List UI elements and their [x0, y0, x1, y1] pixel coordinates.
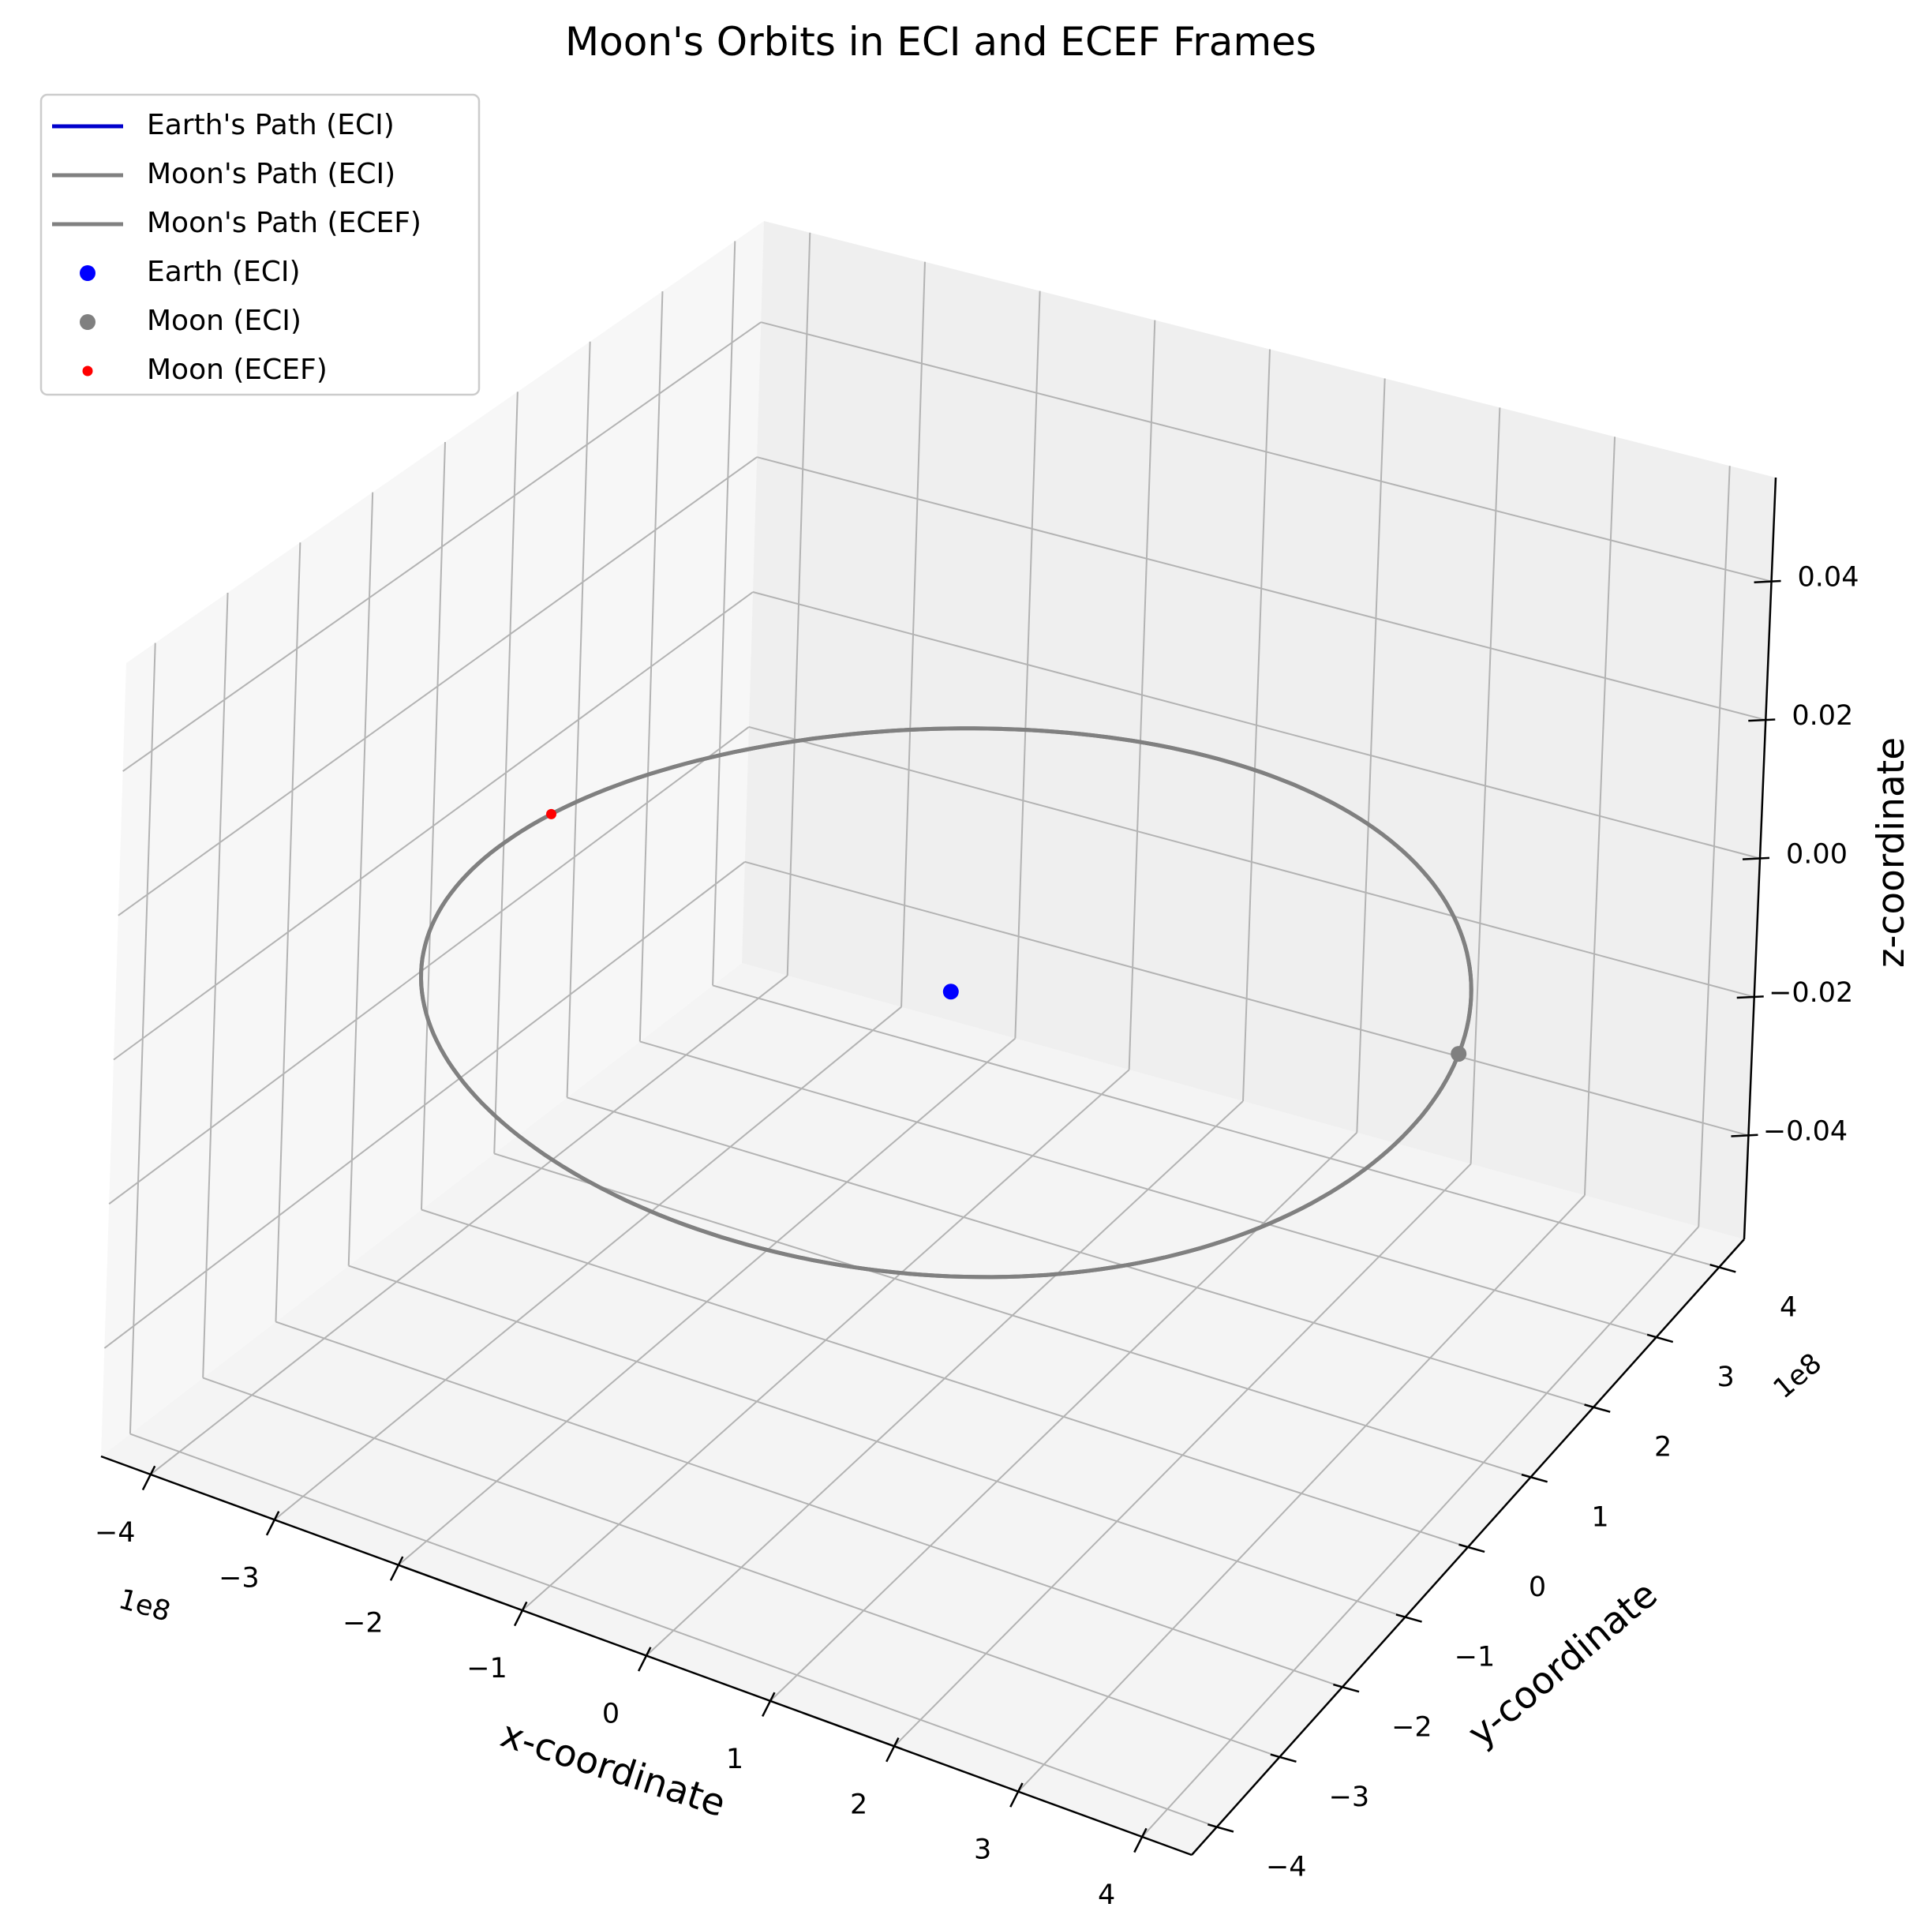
y-tick-label: 3 — [1717, 1362, 1734, 1393]
x-tick-label: 4 — [1098, 1879, 1115, 1911]
z-tick-label: −0.04 — [1763, 1115, 1848, 1147]
z-tick — [1731, 1133, 1758, 1137]
x-tick — [141, 1465, 156, 1491]
z-tick — [1754, 579, 1781, 583]
grid-z-back — [748, 725, 1754, 998]
series-point — [1451, 1046, 1467, 1062]
x-tick-label: 3 — [974, 1834, 991, 1866]
x-tick — [265, 1511, 280, 1536]
grid-z-left — [103, 861, 746, 1349]
grid-y-floor — [493, 1152, 1531, 1478]
series-line — [418, 726, 1473, 1280]
y-tick — [1646, 1333, 1674, 1343]
y-tick — [1333, 1683, 1360, 1693]
legend-frame — [39, 93, 481, 396]
y-tick — [1709, 1264, 1736, 1273]
y-tick — [1207, 1823, 1234, 1833]
grid-z-left — [118, 456, 758, 916]
legend-label: Moon (ECEF) — [147, 354, 328, 386]
legend-marker-swatch — [80, 265, 95, 281]
y-tick — [1458, 1543, 1485, 1553]
grid-lines — [103, 232, 1772, 1838]
y-tick-label: −3 — [1329, 1782, 1370, 1813]
grid-z-back — [752, 591, 1761, 860]
legend-label: Earth's Path (ECI) — [147, 109, 395, 141]
grid-z-left — [122, 321, 762, 772]
legend-marker-swatch — [80, 314, 95, 330]
z-tick-label: 0.02 — [1792, 700, 1853, 732]
x-tick-label: 0 — [602, 1699, 620, 1730]
grid-y-floor — [275, 1321, 1343, 1688]
z-tick-label: −0.02 — [1769, 977, 1853, 1009]
x-tick-label: −2 — [343, 1608, 384, 1639]
z-axis-label: z-coordinate — [1870, 737, 1913, 968]
y-tick-label: 0 — [1529, 1572, 1546, 1603]
y-tick — [1395, 1613, 1422, 1623]
legend-item: Earth (ECI) — [80, 256, 301, 288]
legend-label: Moon's Path (ECI) — [147, 158, 395, 190]
x-tick-label: −4 — [95, 1517, 136, 1549]
chart-title: Moon's Orbits in ECI and ECEF Frames — [565, 19, 1316, 65]
z-tick — [1736, 995, 1764, 999]
grid-y-floor — [421, 1208, 1469, 1548]
grid-y-floor — [348, 1265, 1406, 1618]
legend-label: Earth (ECI) — [147, 256, 301, 288]
legend-item: Earth's Path (ECI) — [52, 109, 395, 141]
x-tick-label: −3 — [219, 1562, 260, 1594]
grid-z-left — [113, 591, 754, 1061]
data-series — [418, 726, 1473, 1280]
z-tick — [1748, 718, 1776, 722]
y-tick-label: 1 — [1591, 1501, 1608, 1533]
z-tick-label: 0.00 — [1786, 839, 1848, 871]
legend-item: Moon's Path (ECEF) — [52, 207, 421, 239]
x-tick — [762, 1692, 776, 1718]
x-tick-label: 1 — [726, 1744, 743, 1775]
grid-y-floor — [712, 984, 1720, 1268]
y-tick — [1270, 1753, 1297, 1763]
grid-z-left — [108, 726, 750, 1205]
grid-y-floor — [129, 1433, 1218, 1828]
grid-z-back — [760, 321, 1772, 583]
series-point — [546, 808, 556, 819]
tick-marks — [141, 579, 1781, 1853]
x-tick — [1133, 1827, 1148, 1853]
z-tick — [1742, 856, 1770, 860]
legend-item: Moon (ECEF) — [82, 354, 328, 386]
x-tick — [886, 1737, 900, 1763]
grid-z-back — [744, 860, 1749, 1137]
grid-y-floor — [202, 1377, 1280, 1758]
x-tick-label: −1 — [466, 1653, 507, 1684]
y-tick-label: −2 — [1391, 1711, 1432, 1743]
y-offset-text: 1e8 — [1768, 1347, 1828, 1405]
y-tick-label: −1 — [1455, 1642, 1496, 1673]
floor-pane — [101, 963, 1744, 1855]
grid-y-floor — [639, 1040, 1657, 1339]
legend-item: Moon's Path (ECI) — [52, 158, 395, 190]
legend: Earth's Path (ECI) Moon's Path (ECI) Moon'… — [39, 93, 481, 396]
x-tick — [389, 1556, 404, 1581]
z-tick-label: 0.04 — [1798, 562, 1859, 594]
x-tick — [1009, 1782, 1024, 1808]
y-tick-label: 2 — [1654, 1432, 1672, 1463]
tick-labels: −4 −3 −2 −1 0 1 2 3 4 −4 −3 −2 −1 0 1 2 3 4 −0.04 −0.02 0.00… — [95, 562, 1859, 1911]
grid-y-floor — [567, 1096, 1594, 1408]
x-tick — [637, 1647, 652, 1672]
y-tick — [1521, 1473, 1548, 1483]
legend-marker-swatch — [82, 365, 93, 377]
back-wall-pane — [742, 221, 1776, 1239]
x-offset-text: 1e8 — [115, 1583, 174, 1628]
axis-panes — [101, 221, 1776, 1855]
legend-label: Moon (ECI) — [147, 305, 301, 337]
y-tick-label: 4 — [1780, 1292, 1797, 1324]
series-point — [942, 984, 959, 1000]
legend-item: Moon (ECI) — [80, 305, 301, 337]
legend-label: Moon's Path (ECEF) — [147, 207, 421, 239]
y-tick — [1584, 1403, 1611, 1413]
y-tick-label: −4 — [1266, 1852, 1307, 1883]
grid-z-back — [756, 456, 1766, 721]
x-tick — [513, 1601, 528, 1627]
x-tick-label: 2 — [850, 1789, 867, 1820]
